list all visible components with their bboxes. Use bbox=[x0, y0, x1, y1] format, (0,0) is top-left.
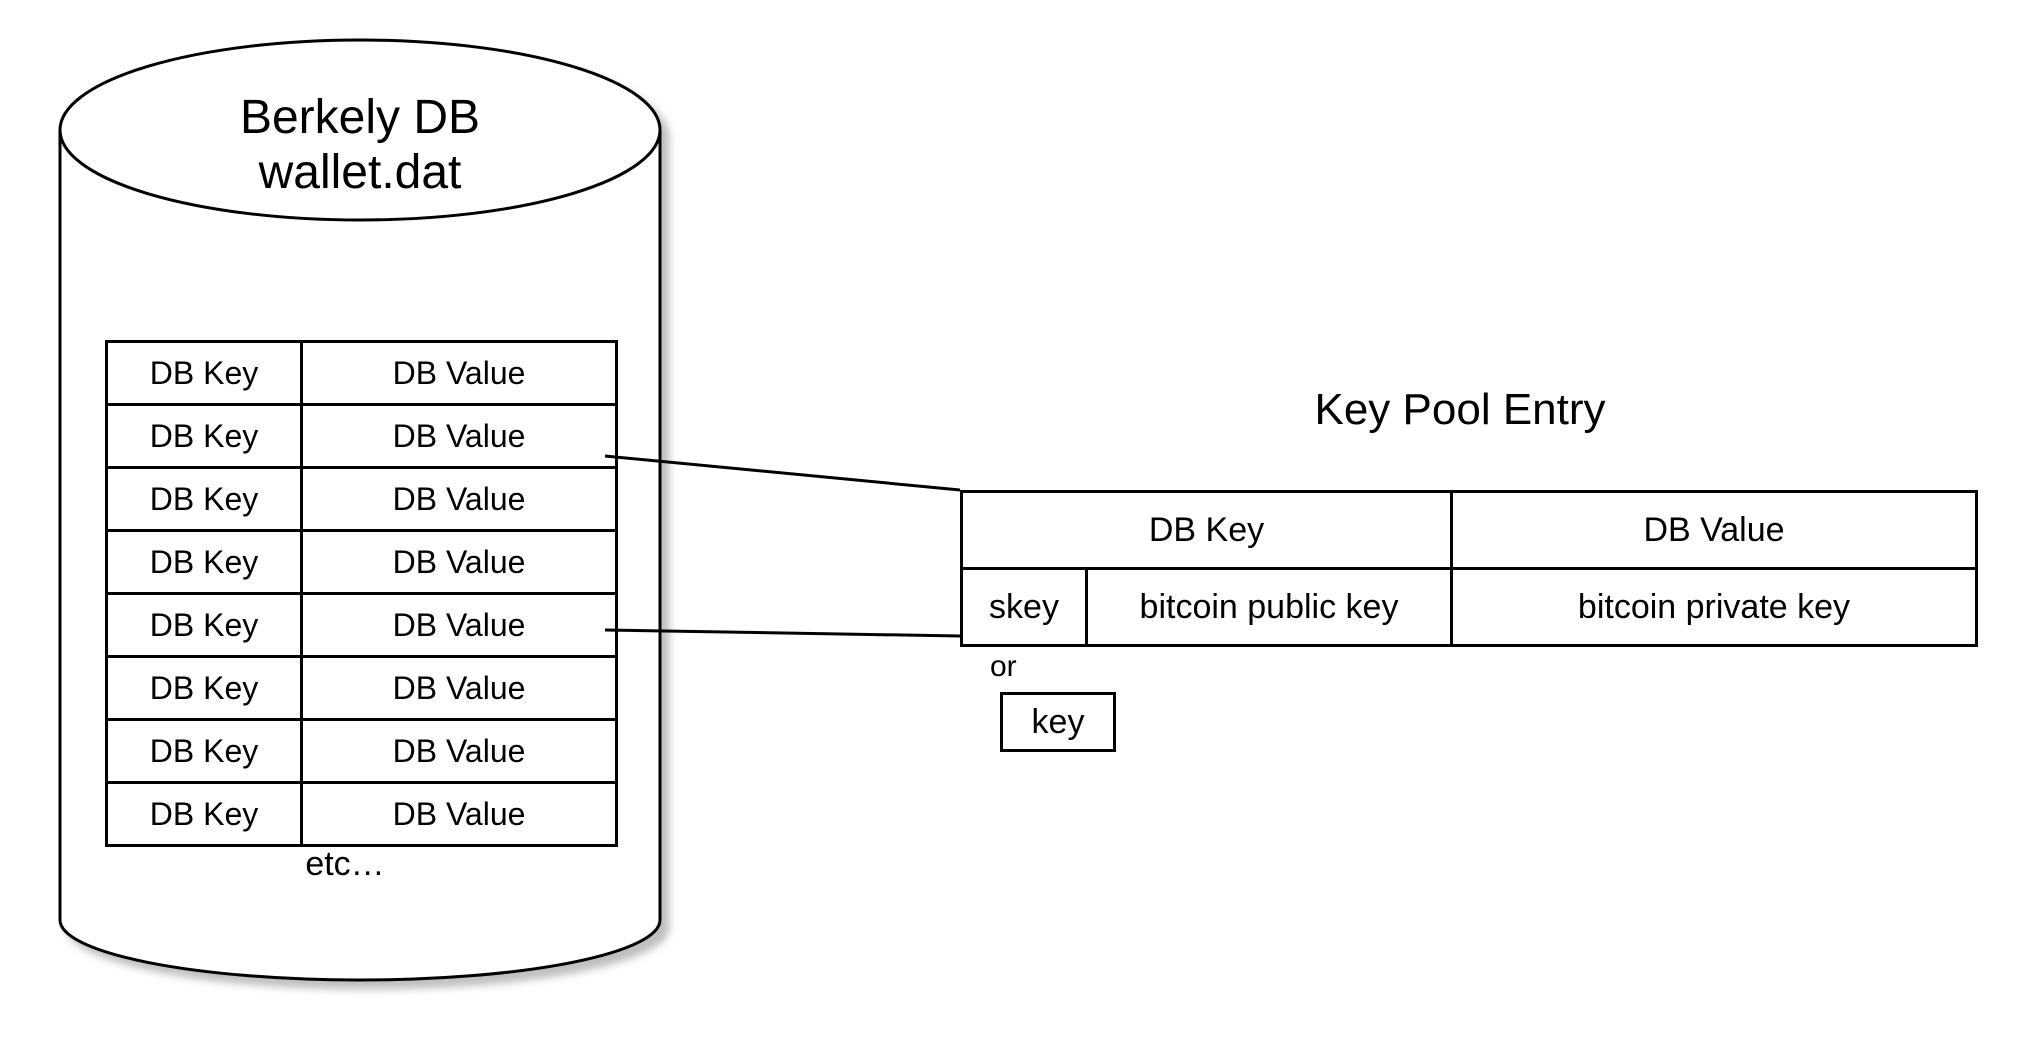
db-value-cell: DB Value bbox=[302, 468, 617, 531]
db-value-cell: DB Value bbox=[302, 405, 617, 468]
db-key-cell: DB Key bbox=[107, 468, 302, 531]
key-pool-entry-table: DB KeyDB Valueskeybitcoin public keybitc… bbox=[960, 490, 1978, 647]
db-table-etc: etc… bbox=[270, 845, 420, 884]
kpe-skey-cell: skey bbox=[962, 569, 1087, 646]
db-value-cell: DB Value bbox=[302, 720, 617, 783]
cylinder-title-line1: Berkely DB bbox=[240, 91, 480, 144]
db-key-cell: DB Key bbox=[107, 720, 302, 783]
db-key-cell: DB Key bbox=[107, 783, 302, 846]
table-row: DB KeyDB Value bbox=[107, 783, 617, 846]
db-value-cell: DB Value bbox=[302, 531, 617, 594]
table-row: DB KeyDB Value bbox=[107, 468, 617, 531]
db-value-cell: DB Value bbox=[302, 342, 617, 405]
table-row: DB KeyDB Value bbox=[107, 342, 617, 405]
diagram-canvas: Berkely DB wallet.dat DB KeyDB ValueDB K… bbox=[0, 0, 2037, 1054]
db-table: DB KeyDB ValueDB KeyDB ValueDB KeyDB Val… bbox=[105, 340, 618, 847]
table-row: DB KeyDB Value bbox=[107, 657, 617, 720]
cylinder-title: Berkely DB wallet.dat bbox=[110, 90, 610, 200]
table-row: DB KeyDB Value bbox=[107, 405, 617, 468]
key-box-label: key bbox=[1032, 703, 1085, 742]
key-box: key bbox=[1000, 692, 1116, 752]
db-value-cell: DB Value bbox=[302, 657, 617, 720]
db-key-cell: DB Key bbox=[107, 531, 302, 594]
kpe-header-dbvalue: DB Value bbox=[1452, 492, 1977, 569]
table-row: skeybitcoin public keybitcoin private ke… bbox=[962, 569, 1977, 646]
table-row: DB KeyDB Value bbox=[962, 492, 1977, 569]
db-key-cell: DB Key bbox=[107, 594, 302, 657]
or-label: or bbox=[990, 650, 1017, 684]
table-row: DB KeyDB Value bbox=[107, 720, 617, 783]
kpe-privkey-cell: bitcoin private key bbox=[1452, 569, 1977, 646]
table-row: DB KeyDB Value bbox=[107, 531, 617, 594]
db-value-cell: DB Value bbox=[302, 594, 617, 657]
cylinder-title-line2: wallet.dat bbox=[259, 146, 462, 199]
db-key-cell: DB Key bbox=[107, 342, 302, 405]
db-value-cell: DB Value bbox=[302, 783, 617, 846]
kpe-header-dbkey: DB Key bbox=[962, 492, 1452, 569]
kpe-pubkey-cell: bitcoin public key bbox=[1087, 569, 1452, 646]
db-key-cell: DB Key bbox=[107, 657, 302, 720]
key-pool-entry-title: Key Pool Entry bbox=[1110, 385, 1810, 435]
db-key-cell: DB Key bbox=[107, 405, 302, 468]
table-row: DB KeyDB Value bbox=[107, 594, 617, 657]
